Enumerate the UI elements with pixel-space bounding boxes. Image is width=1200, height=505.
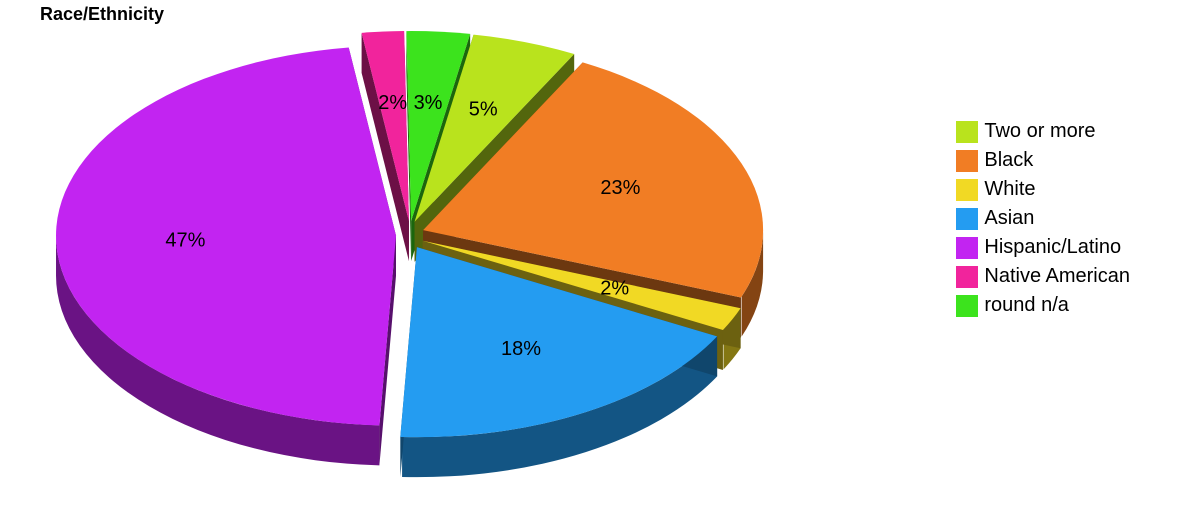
pie-label-black: 23% bbox=[600, 177, 640, 199]
pie-label-asian: 18% bbox=[501, 338, 541, 360]
legend-label: Asian bbox=[984, 207, 1034, 230]
legend-label: round n/a bbox=[984, 294, 1069, 317]
legend-item-native_american: Native American bbox=[956, 265, 1130, 288]
pie-label-two_or_more: 5% bbox=[469, 99, 498, 121]
legend-item-hispanic_latino: Hispanic/Latino bbox=[956, 236, 1130, 259]
pie-label-hispanic_latino: 47% bbox=[165, 229, 205, 251]
legend-swatch bbox=[956, 266, 978, 288]
legend-label: Native American bbox=[984, 265, 1130, 288]
legend-swatch bbox=[956, 150, 978, 172]
legend-label: Two or more bbox=[984, 120, 1095, 143]
legend-item-asian: Asian bbox=[956, 207, 1130, 230]
legend-label: White bbox=[984, 178, 1035, 201]
legend-swatch bbox=[956, 295, 978, 317]
legend-item-white: White bbox=[956, 178, 1130, 201]
pie-label-native_american: 2% bbox=[378, 92, 407, 114]
legend-item-round_na: round n/a bbox=[956, 294, 1130, 317]
legend-label: Hispanic/Latino bbox=[984, 236, 1121, 259]
legend-swatch bbox=[956, 121, 978, 143]
legend-swatch bbox=[956, 208, 978, 230]
legend-item-black: Black bbox=[956, 149, 1130, 172]
pie-label-round_na: 3% bbox=[414, 92, 443, 114]
legend-label: Black bbox=[984, 149, 1033, 172]
pie-label-white: 2% bbox=[600, 278, 629, 300]
legend-swatch bbox=[956, 237, 978, 259]
legend: Two or more Black White Asian Hispanic/Latin… bbox=[956, 120, 1130, 323]
legend-item-two_or_more: Two or more bbox=[956, 120, 1130, 143]
legend-swatch bbox=[956, 179, 978, 201]
